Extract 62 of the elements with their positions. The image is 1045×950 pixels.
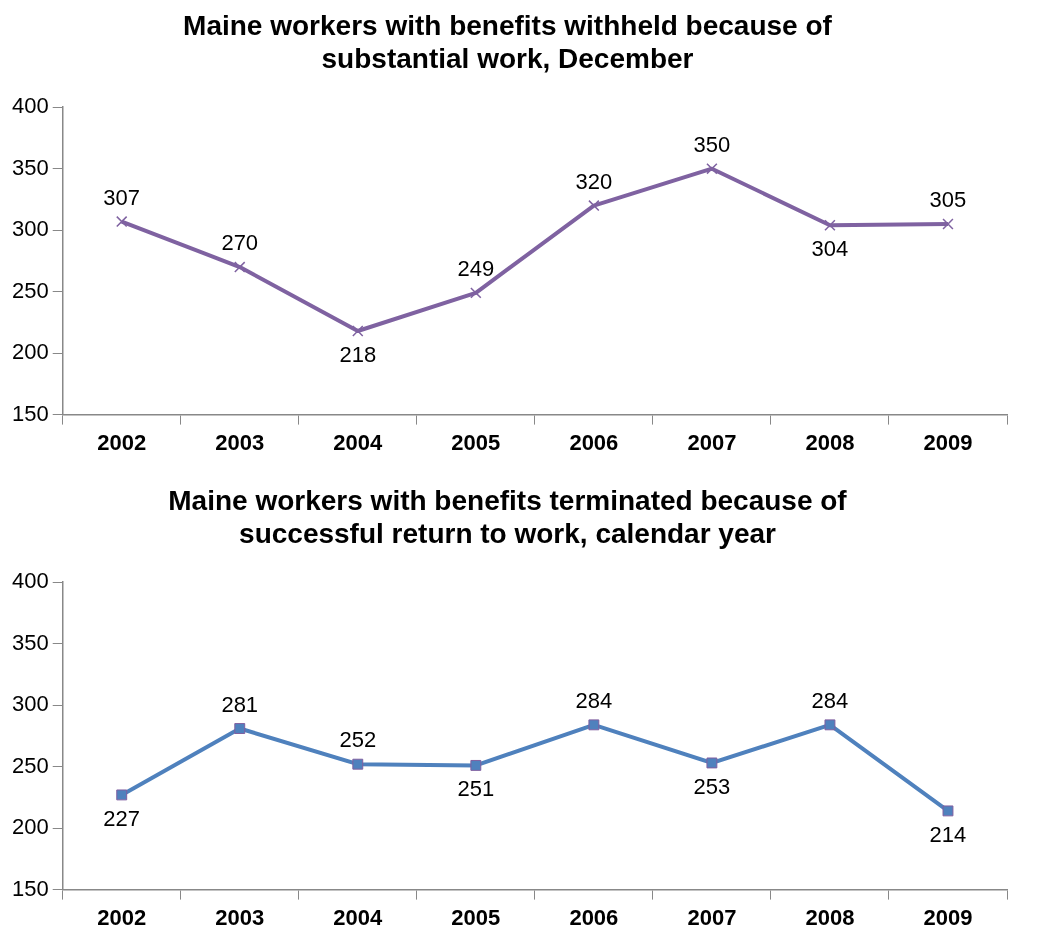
x-tick-label: 2005 [451, 904, 501, 930]
x-tick-label: 2007 [687, 429, 737, 455]
y-tick-label: 400 [11, 93, 49, 119]
data-label: 270 [221, 230, 259, 256]
y-tick-label: 300 [11, 216, 49, 242]
point [706, 162, 718, 175]
point [942, 805, 954, 817]
y-tick-label: 400 [11, 568, 49, 594]
data-label: 304 [811, 236, 849, 262]
x-tick-label: 2004 [333, 904, 384, 930]
y-tick-label: 250 [11, 277, 49, 303]
point [706, 757, 718, 769]
y-tick-label: 250 [11, 752, 49, 778]
data-label: 218 [339, 342, 377, 368]
point [116, 789, 128, 801]
point [116, 215, 128, 228]
point [352, 325, 364, 337]
data-label: 251 [457, 776, 495, 802]
point [942, 218, 954, 230]
y-tick-label: 150 [11, 400, 49, 426]
point [588, 199, 600, 212]
data-label: 253 [693, 774, 731, 800]
y-tick-label: 200 [11, 814, 49, 840]
y-tick-label: 350 [11, 154, 49, 180]
x-tick-label: 2007 [687, 904, 737, 930]
point [234, 723, 246, 734]
y-tick-label: 350 [11, 629, 49, 655]
data-label: 305 [929, 187, 967, 213]
x-tick-label: 2005 [451, 429, 501, 455]
y-tick-label: 300 [11, 691, 49, 717]
y-tick-label: 200 [11, 339, 49, 365]
point [824, 219, 836, 231]
data-label: 252 [339, 727, 377, 753]
x-tick-label: 2003 [215, 429, 265, 455]
x-tick-label: 2008 [805, 904, 855, 930]
data-label: 320 [575, 168, 613, 194]
x-tick-label: 2004 [333, 429, 384, 455]
x-tick-label: 2006 [569, 904, 619, 930]
x-tick-label: 2008 [805, 429, 855, 455]
x-tick-label: 2003 [215, 904, 265, 930]
x-tick-label: 2002 [97, 429, 147, 455]
data-label: 350 [693, 131, 731, 157]
data-label: 214 [929, 821, 967, 847]
data-label: 281 [221, 691, 259, 717]
x-tick-label: 2002 [97, 904, 147, 930]
data-label: 284 [811, 687, 849, 713]
data-label: 227 [103, 805, 141, 831]
data-label: 284 [575, 687, 613, 713]
x-tick-label: 2009 [923, 904, 973, 930]
point [470, 759, 482, 771]
data-label: 307 [103, 184, 141, 210]
y-tick-label: 150 [11, 875, 49, 901]
point [234, 261, 246, 273]
data-label: 249 [457, 255, 495, 281]
point [588, 719, 600, 731]
point [352, 758, 364, 770]
x-tick-label: 2006 [569, 429, 619, 455]
chart-title: Maine workers with benefits terminated because of successful return to work, calendar year [168, 484, 848, 550]
point [470, 287, 482, 299]
chart-title: Maine workers with benefits withheld because of substantial work, December [183, 9, 833, 75]
x-tick-label: 2009 [923, 429, 973, 455]
point [824, 719, 836, 731]
